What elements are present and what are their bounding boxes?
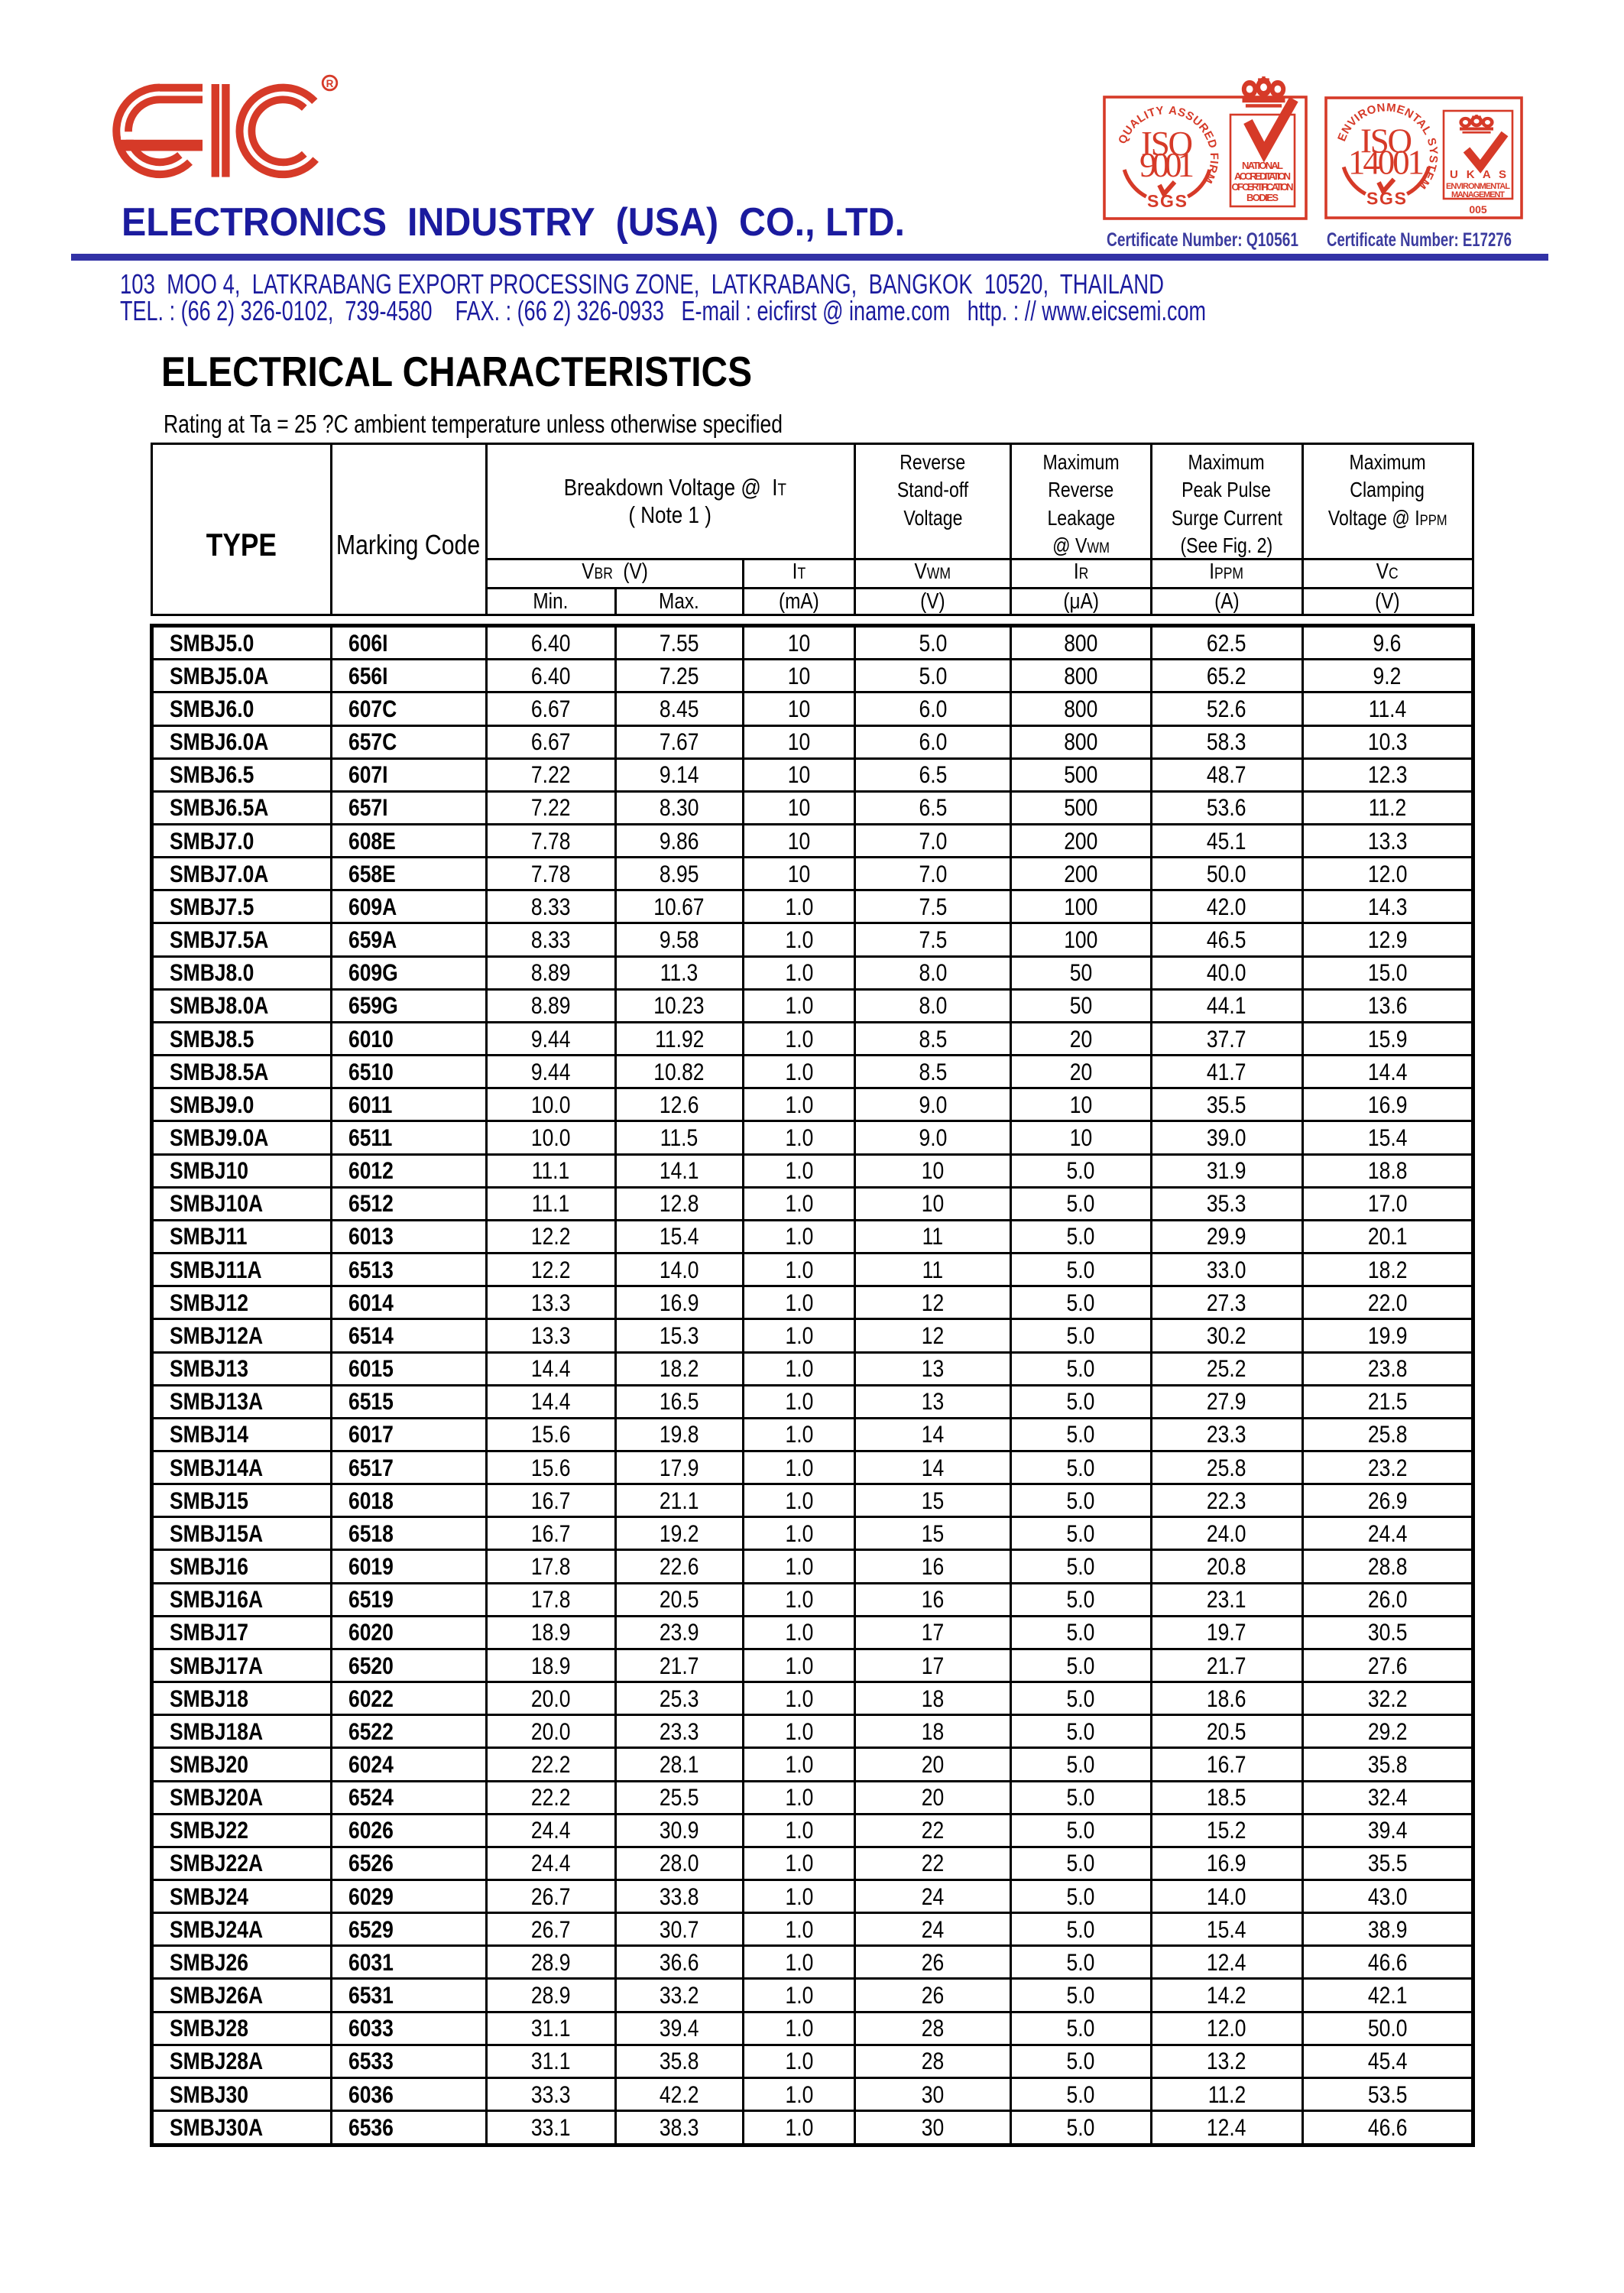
svg-text:ELECTRICAL CHARACTERISTICS: ELECTRICAL CHARACTERISTICS <box>161 348 752 395</box>
svg-text:14001: 14001 <box>1348 144 1425 182</box>
svg-text:TEL. : (66 2) 326-0102, 739-4: TEL. : (66 2) 326-0102, 739-4580 FAX. : … <box>120 295 1206 326</box>
svg-text:ISO: ISO <box>1360 122 1412 161</box>
svg-text:ISO: ISO <box>1141 125 1193 163</box>
svg-text:BODIES: BODIES <box>1246 192 1279 203</box>
svg-text:SGS: SGS <box>1147 191 1187 211</box>
svg-text:005: 005 <box>1469 203 1487 216</box>
svg-text:SGS: SGS <box>1366 189 1406 209</box>
svg-text:Certificate Number: Q10561: Certificate Number: Q10561 <box>1107 229 1298 251</box>
svg-text:OF CERTIFICATION: OF CERTIFICATION <box>1232 181 1294 193</box>
svg-text:Rating at Ta = 25 ?C ambient t: Rating at Ta = 25 ?C ambient temperature… <box>164 411 783 438</box>
svg-text:MANAGEMENT: MANAGEMENT <box>1451 190 1505 199</box>
svg-text:ACCREDITATION: ACCREDITATION <box>1234 170 1291 182</box>
svg-text:R: R <box>326 78 334 89</box>
svg-text:NATIONAL: NATIONAL <box>1242 160 1283 171</box>
svg-text:ELECTRONICS INDUSTRY (USA): ELECTRONICS INDUSTRY (USA) CO., LTD. <box>122 200 905 245</box>
svg-text:Certificate Number: E17276: Certificate Number: E17276 <box>1327 229 1512 251</box>
svg-text:ENVIRONMENTAL: ENVIRONMENTAL <box>1446 182 1510 191</box>
svg-text:103 MOO 4, LATKRABANG EXPORT: 103 MOO 4, LATKRABANG EXPORT PROCESSING … <box>120 268 1164 300</box>
svg-text:9001: 9001 <box>1139 146 1194 184</box>
